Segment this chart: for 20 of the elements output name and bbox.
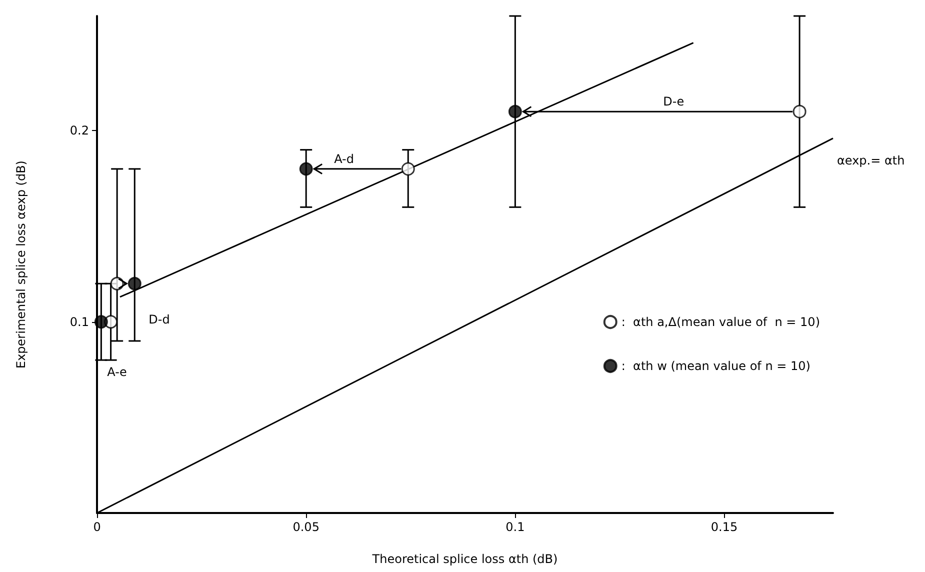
annotation: D-d	[148, 312, 170, 327]
point	[508, 104, 522, 118]
annotation: αexp.= αth	[837, 153, 905, 168]
legend-label: : αth a,Δ(mean value of n = 10)	[621, 315, 820, 329]
point	[299, 162, 313, 176]
annotation: A-e	[107, 364, 127, 379]
point	[401, 162, 415, 176]
x-tick-label: 0	[93, 520, 101, 534]
point	[792, 104, 806, 118]
annotation: D-e	[663, 94, 684, 109]
point	[128, 276, 142, 290]
point	[94, 315, 108, 329]
x-tick-label: 0.05	[292, 520, 320, 534]
x-axis-title: Theoretical splice loss αth (dB)	[371, 552, 558, 566]
legend-label: : αth w (mean value of n = 10)	[621, 359, 810, 373]
y-tick-label: 0.2	[70, 124, 89, 138]
x-tick-label: 0.1	[506, 520, 525, 534]
y-axis-title: Experimental splice loss αexp (dB)	[14, 160, 28, 368]
annotation: A-d	[334, 152, 354, 166]
x-tick-label: 0.15	[710, 520, 738, 534]
